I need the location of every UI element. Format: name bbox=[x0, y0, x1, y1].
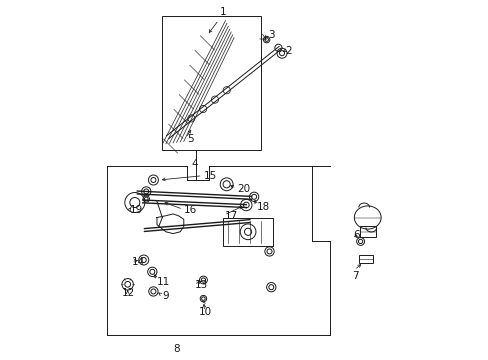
Text: 4: 4 bbox=[191, 158, 198, 168]
Text: 10: 10 bbox=[198, 307, 211, 317]
Text: 9: 9 bbox=[162, 291, 169, 301]
Text: 16: 16 bbox=[183, 205, 197, 215]
Text: 14: 14 bbox=[132, 257, 145, 267]
Bar bbox=[162, 16, 260, 150]
Text: 8: 8 bbox=[173, 343, 180, 354]
Text: 13: 13 bbox=[194, 280, 207, 291]
Text: 5: 5 bbox=[187, 134, 194, 144]
Bar bbox=[358, 255, 372, 263]
Text: 12: 12 bbox=[122, 288, 135, 297]
Text: 2: 2 bbox=[285, 46, 292, 57]
Text: 7: 7 bbox=[351, 271, 358, 281]
Text: 15: 15 bbox=[203, 171, 216, 181]
Text: 18: 18 bbox=[257, 202, 270, 212]
Text: 3: 3 bbox=[267, 30, 274, 40]
Text: 17: 17 bbox=[224, 211, 238, 221]
Text: 20: 20 bbox=[237, 184, 250, 194]
Bar bbox=[223, 217, 272, 246]
Text: 1: 1 bbox=[219, 8, 226, 18]
Text: 11: 11 bbox=[157, 277, 170, 287]
Bar bbox=[359, 226, 375, 237]
Text: 19: 19 bbox=[130, 205, 143, 215]
Text: 6: 6 bbox=[353, 230, 359, 240]
